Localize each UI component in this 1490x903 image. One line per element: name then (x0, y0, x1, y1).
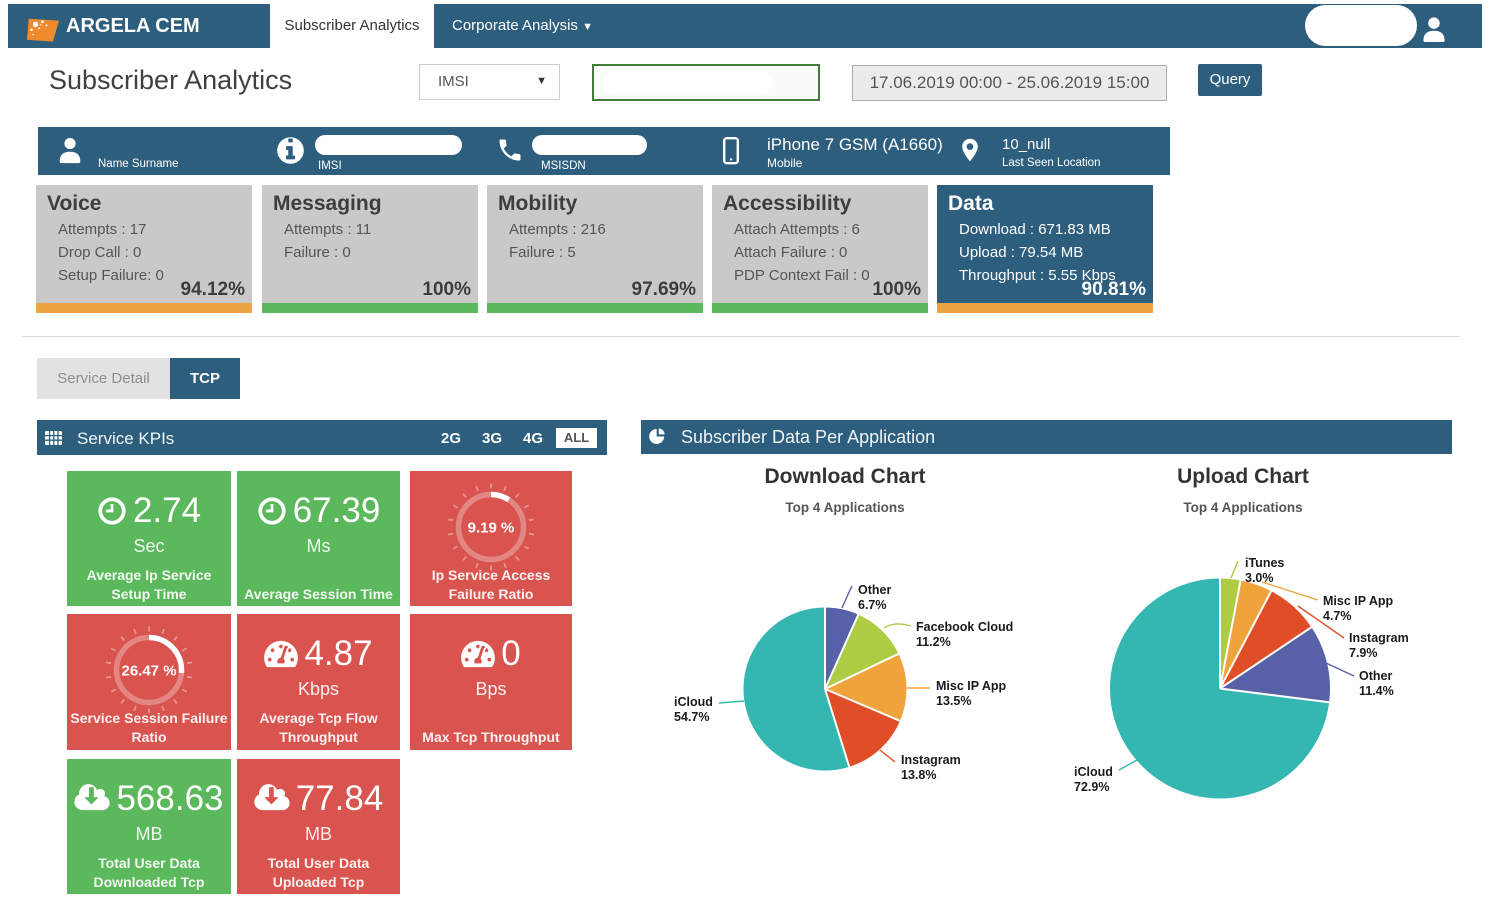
svg-text:26.47 %: 26.47 % (121, 663, 176, 680)
svg-text:9.19 %: 9.19 % (468, 520, 515, 537)
